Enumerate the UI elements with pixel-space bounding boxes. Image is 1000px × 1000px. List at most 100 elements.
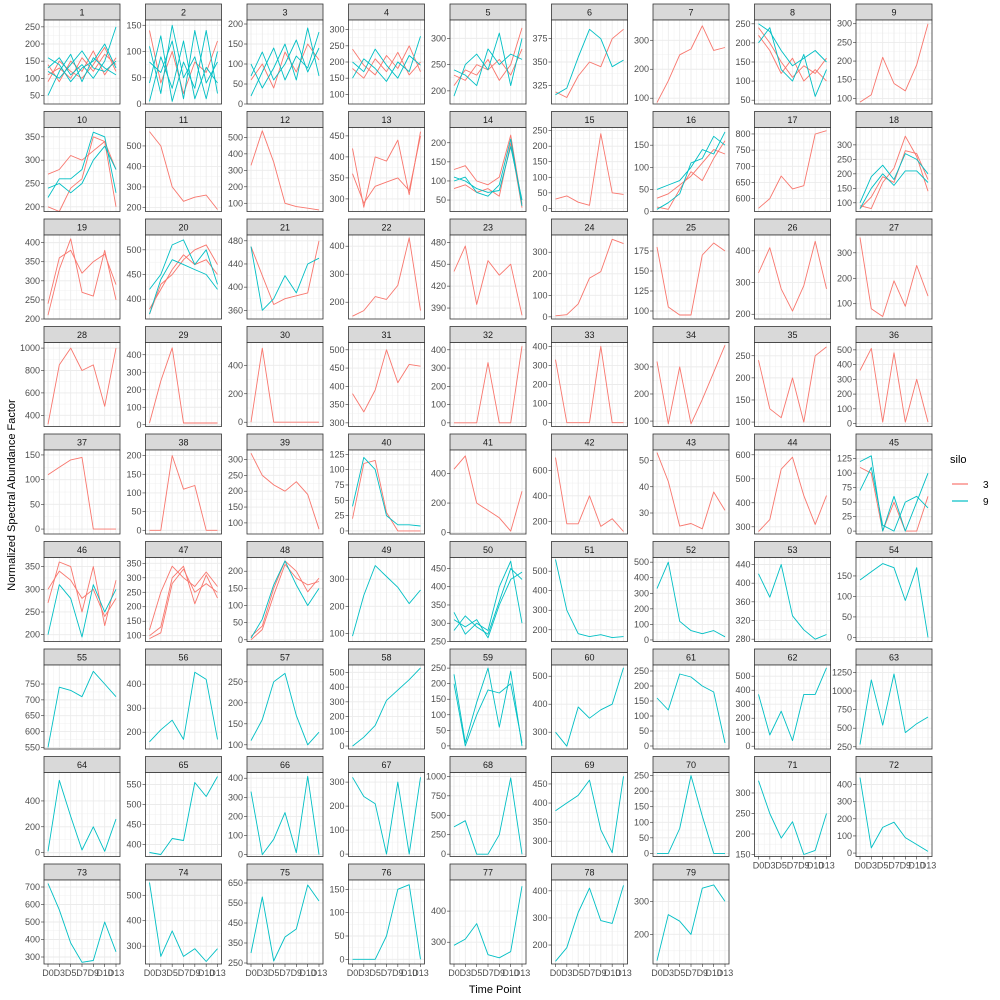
y-tick-label: 300 xyxy=(329,777,344,787)
y-tick-label: 200 xyxy=(837,56,852,66)
y-tick-label: 200 xyxy=(532,269,547,279)
y-tick-label: 300 xyxy=(431,937,446,947)
facet-panel-35: 35 100 150 200 250 xyxy=(735,326,831,427)
y-tick-label: 100 xyxy=(837,404,852,414)
y-tick-label: 50 xyxy=(537,188,547,198)
y-tick-label: 100 xyxy=(25,475,40,485)
x-tick-label: D3 xyxy=(54,968,66,978)
y-tick-label: 400 xyxy=(431,469,446,479)
facet-panel-31: 31 300 350 400 450 500 xyxy=(329,326,425,428)
y-tick-label: 450 xyxy=(329,131,344,141)
y-tick-label: 450 xyxy=(126,270,141,280)
y-tick-label: 300 xyxy=(431,618,446,628)
facet-strip-label: 41 xyxy=(483,438,493,448)
y-tick-label: 25 xyxy=(842,512,852,522)
series-line-silo-3 xyxy=(859,135,929,210)
y-tick-label: 100 xyxy=(431,400,446,410)
x-tick-label: D9 xyxy=(798,861,810,871)
y-tick-label: 500 xyxy=(126,141,141,151)
y-tick-label: 100 xyxy=(735,76,750,86)
facet-strip-label: 26 xyxy=(787,223,797,233)
series-line-silo-9 xyxy=(149,24,218,100)
facet-strip-label: 37 xyxy=(77,438,87,448)
facet-strip-label: 64 xyxy=(77,760,87,770)
series-line-silo-9 xyxy=(47,43,117,83)
y-tick-label: 75 xyxy=(842,483,852,493)
y-tick-label: 150 xyxy=(634,696,649,706)
facet-panel-48: 48 0 50 100 150 200 xyxy=(228,541,324,645)
y-tick-label: 100 xyxy=(228,518,243,528)
y-tick-label: 400 xyxy=(25,796,40,806)
facet-panel-52: 52 0 100 200 300 400 500 xyxy=(634,541,730,645)
y-tick-label: 100 xyxy=(634,817,649,827)
y-tick-label: 550 xyxy=(228,898,243,908)
y-tick-label: 25 xyxy=(334,511,344,521)
facet-panel-32: 32 0 100 200 300 400 xyxy=(431,326,527,428)
facet-strip-label: 75 xyxy=(280,868,290,878)
y-tick-label: 200 xyxy=(25,630,40,640)
series-line-silo-3 xyxy=(859,150,929,209)
facet-panel-36: 36 0 100 200 300 400 500 xyxy=(837,326,933,429)
y-tick-label: 300 xyxy=(329,697,344,707)
y-tick-label: 550 xyxy=(126,780,141,790)
panels-layer: 1501001502002502050100150305010015020041… xyxy=(20,3,936,978)
facet-panel-3: 3 0 50 100 150 200 xyxy=(228,3,324,109)
facet-panel-66: 66 0 100 200 300 400 xyxy=(228,756,324,860)
y-tick-label: 100 xyxy=(228,59,243,69)
facet-panel-62: 62 0 100 200 300 400 500 xyxy=(735,648,831,751)
facet-strip-label: 33 xyxy=(584,330,594,340)
facet-strip-label: 63 xyxy=(889,653,899,663)
legend: silo 39 xyxy=(950,454,989,508)
panel-border xyxy=(652,234,730,320)
facet-strip-label: 48 xyxy=(280,545,290,555)
y-tick-label: 400 xyxy=(25,410,40,420)
y-tick-label: 100 xyxy=(126,488,141,498)
x-tick-label: D13 xyxy=(209,968,226,978)
series-line-silo-3 xyxy=(250,452,320,530)
panel-border xyxy=(754,557,831,642)
facet-strip-label: 65 xyxy=(178,760,188,770)
series-line-silo-9 xyxy=(352,667,421,747)
series-line-silo-9 xyxy=(149,776,218,855)
y-tick-label: 0 xyxy=(35,524,40,534)
y-tick-label: 50 xyxy=(740,95,750,105)
series-line-silo-9 xyxy=(656,131,726,190)
y-tick-label: 100 xyxy=(735,727,750,737)
series-line-silo-9 xyxy=(250,775,320,856)
y-tick-label: 100 xyxy=(329,465,344,475)
x-axis-title: Time Point xyxy=(469,984,521,996)
series-line-silo-3 xyxy=(453,245,523,316)
facet-strip-label: 67 xyxy=(381,760,391,770)
facet-strip-label: 18 xyxy=(889,115,899,125)
facet-panel-57: 57 100 150 200 250 xyxy=(228,648,324,750)
y-tick-label: 200 xyxy=(228,486,243,496)
y-tick-label: 400 xyxy=(431,906,446,916)
facet-panel-24: 24 0 100 200 300 xyxy=(532,218,628,322)
facet-panel-61: 61 0 50 100 150 200 250 xyxy=(634,648,730,751)
facet-strip-label: 5 xyxy=(485,8,490,18)
panel-border xyxy=(43,772,121,857)
y-tick-label: 400 xyxy=(532,491,547,501)
y-tick-label: 400 xyxy=(532,699,547,709)
y-tick-label: 350 xyxy=(329,173,344,183)
facet-panel-18: 18 100 150 200 250 300 xyxy=(837,111,933,212)
y-tick-label: 150 xyxy=(126,616,141,626)
series-line-silo-3 xyxy=(758,346,827,423)
facet-panel-69: 69 300 350 400 450 xyxy=(532,756,628,857)
y-tick-label: 100 xyxy=(532,399,547,409)
x-tick-label: D3 xyxy=(460,968,472,978)
y-tick-label: 0 xyxy=(847,848,852,858)
y-tick-label: 300 xyxy=(25,276,40,286)
facet-panel-47: 47 100 150 200 250 300 350 xyxy=(126,541,222,642)
y-tick-label: 250 xyxy=(837,37,852,47)
x-tick-label: D10 xyxy=(604,968,621,978)
panel-border xyxy=(754,19,831,105)
y-tick-label: 150 xyxy=(634,140,649,150)
y-tick-label: 125 xyxy=(329,449,344,459)
y-tick-label: 0 xyxy=(644,741,649,751)
facet-panel-5: 5 200 250 300 xyxy=(431,3,527,105)
y-tick-label: 100 xyxy=(634,162,649,172)
y-tick-label: 400 xyxy=(25,935,40,945)
legend-entries: 39 xyxy=(952,480,989,508)
panel-border xyxy=(43,127,121,212)
